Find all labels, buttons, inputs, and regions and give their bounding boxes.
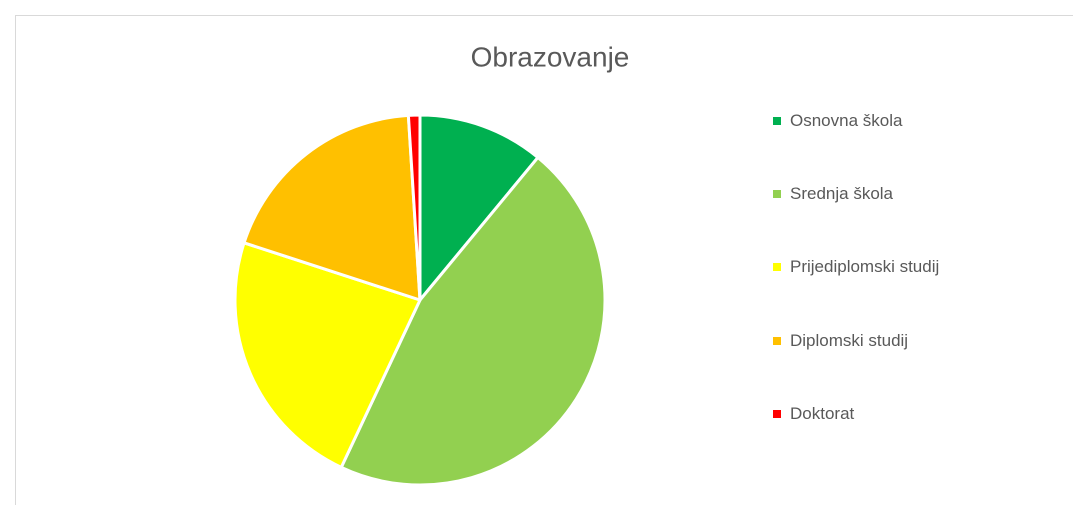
legend-item: Doktorat	[773, 400, 955, 427]
legend-label: Prijediplomski studij	[790, 257, 940, 276]
legend-swatch	[773, 263, 781, 271]
legend-swatch	[773, 117, 781, 125]
legend-item: Srednja škola	[773, 180, 955, 207]
pie-slice	[242, 113, 422, 302]
legend-swatch	[773, 190, 781, 198]
legend-item: Prijediplomski studij	[773, 253, 955, 280]
legend-item: Osnovna škola	[773, 107, 955, 134]
legend-label: Doktorat	[790, 404, 855, 423]
legend-label: Diplomski studij	[790, 331, 909, 350]
pie-slice	[339, 155, 607, 487]
pie-slice	[418, 113, 540, 302]
pie-slice	[406, 113, 422, 302]
legend-swatch	[773, 337, 781, 345]
legend-label: Srednja škola	[790, 184, 894, 203]
pie-slice	[233, 241, 422, 469]
legend-item: Diplomski studij	[773, 327, 955, 354]
chart-title: Obrazovanje	[471, 41, 630, 72]
legend-swatch	[773, 410, 781, 418]
legend-label: Osnovna škola	[790, 111, 903, 130]
chart-frame	[15, 15, 1073, 505]
